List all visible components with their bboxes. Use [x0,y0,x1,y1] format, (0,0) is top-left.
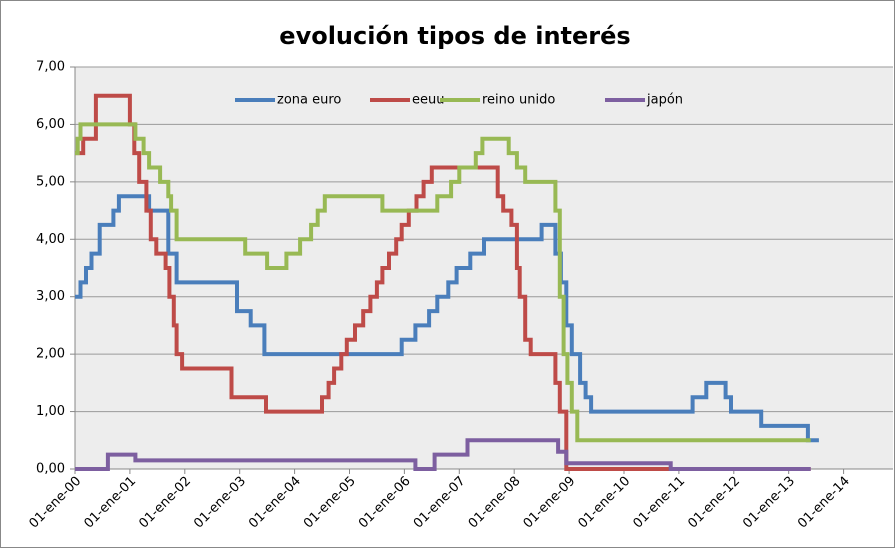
series-line [75,194,819,443]
series-line [75,93,811,471]
y-tick-label: 4,00 [36,232,65,247]
legend-label: zona euro [277,93,341,108]
legend-label: japón [646,93,683,108]
y-tick-label: 7,00 [36,60,65,75]
y-tick-label: 3,00 [36,289,65,304]
y-tick-label: 5,00 [36,174,65,189]
legend-label: reino unido [482,93,555,108]
plot-area [75,67,893,469]
chart-title: evolución tipos de interés [279,22,630,50]
y-tick-label: 2,00 [36,347,65,362]
y-tick-label: 1,00 [36,404,65,419]
series-line [75,122,811,443]
y-tick-label: 0,00 [36,462,65,477]
y-tick-label: 6,00 [36,117,65,132]
series-line [75,438,811,471]
legend-label: eeuu [412,93,444,108]
